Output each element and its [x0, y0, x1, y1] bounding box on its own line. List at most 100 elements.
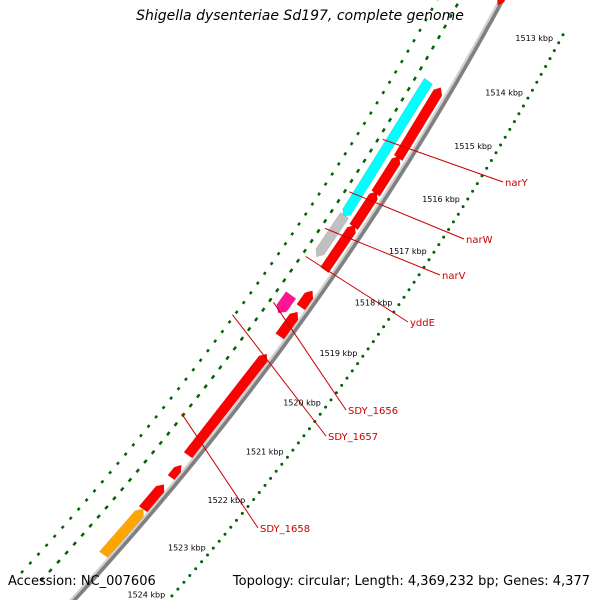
- inner-tick: [169, 396, 174, 401]
- outer-tick: [322, 218, 328, 224]
- track-dot: [223, 532, 227, 536]
- outer-tick: [412, 76, 417, 82]
- gene-SDY_1656: [276, 291, 297, 314]
- track-dot: [535, 80, 539, 84]
- track-dot: [280, 462, 284, 466]
- track-dot: [361, 354, 365, 358]
- gene-label-sdy-1658: SDY_1658: [260, 524, 310, 535]
- outer-tick: [112, 495, 117, 501]
- kbp-tick-label: 1521 kbp: [246, 448, 284, 457]
- inner-tick: [123, 452, 128, 457]
- track-dot: [263, 483, 267, 487]
- inner-tick: [375, 100, 379, 105]
- track-dot: [451, 220, 455, 224]
- track-dot: [397, 303, 401, 307]
- outer-tick: [64, 550, 69, 556]
- outer-tick: [246, 326, 252, 332]
- track-dot: [561, 33, 565, 37]
- kbp-tick-label: 1523 kbp: [168, 544, 206, 553]
- leader-line: [273, 302, 347, 411]
- track-dot: [499, 143, 503, 147]
- track-dot: [552, 49, 556, 53]
- inner-tick: [356, 131, 360, 136]
- outer-tick: [239, 336, 245, 342]
- inner-tick: [131, 442, 136, 447]
- inner-tick: [317, 192, 321, 197]
- outer-tick: [261, 307, 266, 313]
- outer-tick: [188, 403, 194, 408]
- gene-narY: [342, 77, 433, 218]
- track-dot: [291, 448, 295, 452]
- outer-tick: [158, 440, 163, 446]
- track-dot: [548, 57, 552, 61]
- outer-tick: [119, 486, 125, 492]
- inner-tick: [44, 543, 49, 548]
- outer-tick: [424, 55, 430, 61]
- kbp-tick-label: 1519 kbp: [320, 349, 358, 358]
- gene-label-narw: narW: [466, 235, 493, 246]
- track-dot: [170, 594, 174, 598]
- kbp-labels: 1513 kbp 1514 kbp 1515 kbp 1516 kbp 1517 kbp…: [127, 34, 553, 599]
- inner-tick: [393, 69, 398, 74]
- outer-tick: [282, 278, 287, 283]
- gene-red-small: [296, 290, 314, 311]
- inner-tick: [206, 348, 210, 353]
- track-dot: [356, 362, 360, 366]
- track-dot: [432, 250, 436, 254]
- track-dot: [412, 280, 416, 284]
- track-dot: [521, 104, 525, 108]
- inner-tick: [161, 405, 166, 410]
- track-dot: [544, 65, 548, 68]
- track-dot: [229, 525, 233, 529]
- kbp-tick-label: 1524 kbp: [127, 590, 165, 599]
- gene-red-tiny: [167, 464, 182, 481]
- track-dot: [334, 391, 338, 395]
- track-dot: [417, 273, 421, 277]
- outer-tick: [309, 238, 314, 244]
- gene-top-edge: [497, 0, 506, 6]
- outer-tick: [381, 127, 386, 133]
- track-dot: [508, 127, 512, 131]
- outer-tick-track: [39, 3, 459, 582]
- track-dot: [402, 295, 406, 299]
- inner-tick: [418, 28, 422, 33]
- inner-tick: [213, 339, 218, 344]
- accession-label: Accession: NC_007606: [8, 574, 156, 589]
- outer-tick: [39, 577, 45, 582]
- outer-tick: [232, 345, 237, 351]
- gene-label-ydde: yddE: [410, 318, 435, 329]
- outer-tick: [368, 148, 374, 154]
- track-dot: [345, 376, 349, 380]
- outer-tick: [387, 117, 393, 123]
- track-dot: [329, 398, 333, 402]
- track-dot: [269, 476, 273, 480]
- track-dot: [302, 434, 306, 438]
- kbp-tick-label: 1513 kbp: [515, 34, 553, 43]
- kbp-tick-label: 1514 kbp: [485, 89, 523, 98]
- track-dot: [318, 412, 322, 416]
- inner-tick: [387, 80, 392, 85]
- outer-tick: [454, 3, 459, 8]
- track-dot: [437, 243, 441, 247]
- track-dot: [466, 197, 470, 201]
- leader-line: [181, 413, 259, 529]
- track-dot: [246, 505, 250, 508]
- track-dot: [240, 511, 244, 515]
- gene-features: [99, 0, 506, 558]
- track-dot: [217, 539, 221, 543]
- inner-tick: [28, 561, 33, 565]
- outer-tick: [88, 523, 93, 528]
- leader-line: [305, 256, 409, 323]
- track-dot: [456, 212, 460, 216]
- inner-tick: [92, 488, 97, 493]
- track-dot: [461, 205, 465, 209]
- track-dot: [371, 340, 375, 344]
- inner-tick: [154, 414, 159, 419]
- inner-tick: [336, 162, 341, 166]
- track-dot: [340, 383, 344, 387]
- track-dot: [194, 567, 198, 571]
- inner-tick: [303, 212, 308, 217]
- track-dot: [447, 228, 451, 231]
- inner-tick: [297, 222, 301, 226]
- track-dot: [407, 288, 411, 292]
